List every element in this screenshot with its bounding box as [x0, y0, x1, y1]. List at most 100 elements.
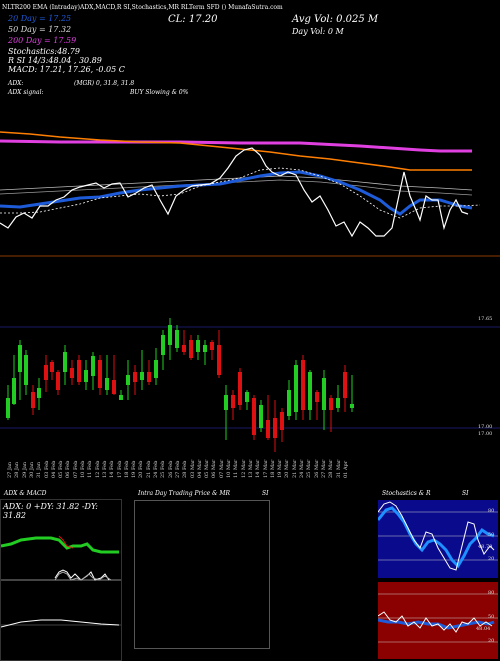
- candle: [182, 330, 186, 355]
- candle: [336, 385, 340, 412]
- x-axis-label: 04 Mar: [196, 459, 203, 478]
- x-axis-label: 10 Mar: [226, 459, 232, 478]
- candle-body: [84, 370, 88, 382]
- x-axis-label: 17 Feb: [116, 460, 123, 478]
- candle-body: [329, 398, 333, 410]
- candle-body: [322, 378, 326, 410]
- candle: [126, 360, 130, 400]
- stoch-tick-20: 20: [488, 556, 495, 562]
- x-axis-label: 21 Mar: [291, 459, 298, 478]
- x-axis-label: 17 Mar: [262, 459, 269, 478]
- stoch-tick-80: 80: [488, 508, 495, 514]
- candle-body: [6, 398, 10, 418]
- x-axis-label: 03 Mar: [189, 459, 196, 478]
- x-axis-label: 14 Mar: [255, 459, 262, 478]
- sma20-line: [0, 170, 473, 216]
- x-axis-label: 20 Mar: [284, 459, 291, 478]
- candle: [350, 375, 354, 412]
- candle-body: [294, 365, 298, 412]
- candle: [224, 385, 228, 440]
- candle: [6, 385, 10, 420]
- price-axis-top: 17.65: [478, 316, 493, 322]
- candle-body: [18, 345, 22, 372]
- candle-body: [182, 345, 186, 352]
- x-axis-label: 11 Mar: [233, 459, 240, 478]
- x-axis-label: 06 Feb: [65, 460, 72, 478]
- candle: [133, 365, 137, 395]
- candle: [273, 400, 277, 452]
- candle-body: [287, 390, 291, 416]
- adx-signal-label: ADX signal:: [8, 89, 44, 96]
- candle: [189, 335, 193, 360]
- adx-red-line: [58, 535, 74, 549]
- main-price-chart: [0, 131, 500, 429]
- candle-body: [12, 378, 16, 404]
- candle: [329, 395, 333, 432]
- x-axis-label: 27 Mar: [320, 459, 327, 478]
- candle: [343, 365, 347, 412]
- candle-body: [44, 365, 48, 380]
- candle-body: [119, 395, 123, 400]
- candle: [252, 395, 256, 440]
- adx-macd-panel: ADX: 0 +DY: 31.82 -DY: 31.82: [0, 499, 122, 661]
- candle: [238, 368, 242, 410]
- candle: [231, 390, 235, 420]
- x-axis-label: 26 Mar: [313, 459, 320, 478]
- intraday-panel: [134, 500, 270, 649]
- candle-body: [259, 405, 263, 428]
- macd-lower-line: [1, 619, 120, 628]
- candle-body: [168, 325, 172, 345]
- candle: [210, 340, 214, 360]
- dotted-line: [0, 167, 481, 219]
- stochastics-chart: [378, 501, 498, 571]
- candle-body: [37, 388, 41, 398]
- rsi-white-line: [378, 611, 493, 633]
- close-price: CL: 17.20: [168, 14, 218, 25]
- candle: [301, 355, 305, 420]
- macd-text: MACD: 17.21, 17.26, -0.05 C: [8, 65, 125, 74]
- sma20-text: 20 Day = 17.25: [8, 14, 72, 23]
- candlestick-layer: [6, 318, 354, 452]
- intraday-title: Intra Day Trading Price & MR: [138, 490, 231, 497]
- candle-body: [126, 375, 130, 385]
- x-axis-label: 29 Jan: [21, 461, 28, 478]
- candle-body: [31, 392, 35, 408]
- stoch-d-line: [378, 501, 495, 571]
- x-axis-label: 18 Feb: [123, 460, 130, 478]
- x-axis-label: 13 Mar: [247, 459, 254, 478]
- x-axis-label: 11 Feb: [87, 460, 94, 478]
- candle-body: [105, 378, 109, 390]
- x-axis-label: 14 Feb: [109, 460, 116, 478]
- x-axis-label: 27 Jan: [7, 461, 13, 478]
- candle: [44, 355, 48, 392]
- candle: [161, 330, 165, 370]
- candle: [112, 355, 116, 395]
- candle-body: [147, 372, 151, 382]
- candle: [147, 360, 151, 385]
- candle-body: [217, 345, 221, 375]
- candle: [91, 352, 95, 390]
- candle: [119, 390, 123, 400]
- candle: [98, 355, 102, 395]
- x-axis-label: 25 Mar: [306, 459, 313, 478]
- candle: [245, 390, 249, 410]
- candle: [56, 370, 60, 395]
- x-axis-label: 04 Feb: [50, 460, 57, 478]
- candle-body: [63, 352, 67, 372]
- candle-body: [245, 392, 249, 402]
- stoch-value-label: 48.79: [478, 544, 493, 550]
- rsi-tick-80: 80: [488, 590, 495, 596]
- sma200-line: [0, 139, 472, 153]
- candle: [77, 355, 81, 385]
- adx-macd-chart: [1, 535, 121, 628]
- x-axis-label: 21 Feb: [145, 460, 152, 478]
- candle: [203, 340, 207, 365]
- candle-body: [224, 395, 228, 410]
- candle-body: [203, 345, 207, 352]
- x-axis-label: 12 Mar: [240, 459, 247, 478]
- candle-body: [280, 412, 284, 430]
- candle-body: [24, 355, 28, 385]
- candle-body: [196, 340, 200, 352]
- x-axis-label: 19 Feb: [131, 460, 138, 478]
- candle-body: [154, 360, 158, 378]
